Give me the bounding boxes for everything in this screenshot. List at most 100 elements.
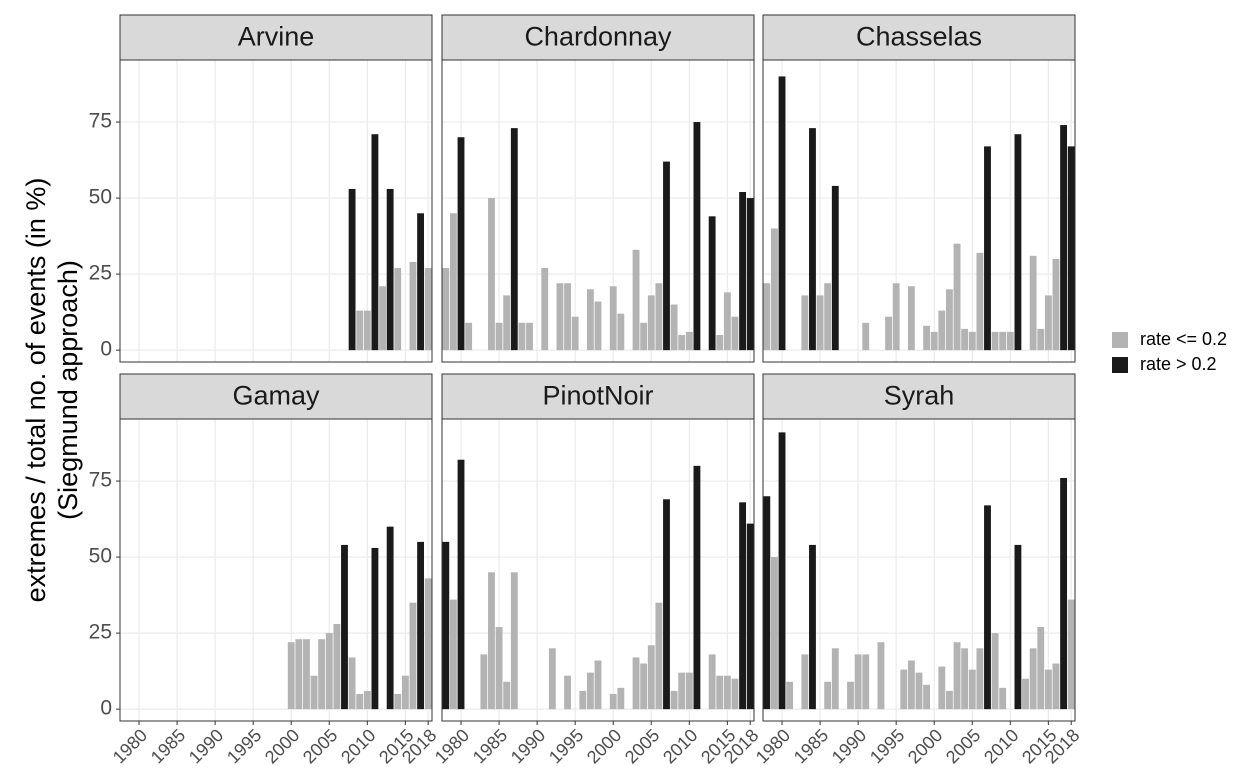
bar (379, 286, 386, 351)
bar (1067, 599, 1075, 710)
bar (632, 657, 640, 710)
bar (556, 283, 564, 351)
bar (495, 627, 503, 710)
bar (763, 496, 771, 710)
bar (746, 198, 754, 351)
bar (647, 645, 655, 710)
x-tick-label: 1985 (790, 725, 832, 767)
bar (678, 672, 686, 710)
bar (303, 639, 310, 710)
bar (401, 675, 409, 710)
bar (409, 261, 417, 351)
bar (386, 188, 394, 351)
facet-title: Syrah (884, 381, 955, 411)
bar (325, 633, 333, 710)
bar (356, 310, 364, 351)
bar (854, 654, 862, 710)
x-tick-label: 1995 (223, 725, 265, 767)
bar (685, 672, 693, 710)
bar (693, 122, 701, 351)
bar (708, 654, 716, 710)
bar (1037, 627, 1045, 710)
bar (938, 666, 946, 710)
bar (923, 325, 931, 351)
bar (333, 623, 341, 710)
strip-box (762, 14, 1076, 61)
bar (778, 432, 786, 710)
bar (685, 331, 693, 351)
bar (594, 301, 602, 351)
x-tick-label: 1980 (752, 725, 794, 767)
bar (953, 243, 961, 351)
bar (786, 681, 794, 710)
bar (770, 228, 778, 351)
panel-border (762, 418, 1076, 722)
bar (1014, 134, 1022, 351)
strip: PinotNoir (441, 373, 755, 420)
bar (708, 216, 716, 351)
bar (655, 283, 663, 351)
bar (999, 331, 1007, 351)
facet-title: Chardonnay (524, 22, 672, 52)
legend-key (1112, 357, 1128, 373)
bar (900, 669, 908, 710)
bar (348, 657, 356, 710)
bar (1044, 295, 1052, 351)
bar (915, 672, 923, 710)
strip-box (441, 14, 755, 61)
bar (663, 161, 670, 351)
x-tick-label: 1995 (545, 725, 587, 767)
bar (968, 331, 976, 351)
y-tick-label: 50 (89, 186, 112, 209)
bar (363, 690, 371, 710)
bar (678, 334, 686, 351)
bar (632, 249, 640, 351)
x-tick-label: 2010 (659, 725, 701, 767)
bar (723, 675, 731, 710)
x-tick-label: 1990 (828, 725, 870, 767)
bar (495, 322, 503, 351)
facet-title: Chasselas (856, 22, 982, 52)
strip-box (441, 373, 755, 420)
facet-title: Arvine (238, 22, 315, 52)
bar (763, 283, 771, 351)
bar (907, 286, 915, 351)
bar (655, 602, 663, 710)
bar (976, 648, 984, 710)
bar (946, 690, 953, 710)
bar (417, 213, 425, 351)
bar (961, 648, 969, 710)
bar (541, 268, 549, 351)
x-tick-label: 2000 (261, 725, 303, 767)
y-tick-label: 75 (89, 110, 112, 133)
bar (923, 684, 931, 710)
panel-border (119, 418, 433, 722)
strip-box (119, 14, 433, 61)
bar (831, 185, 839, 351)
bar (1060, 125, 1068, 351)
bar (442, 541, 450, 710)
bar (594, 660, 602, 710)
bar (991, 331, 999, 351)
bar (488, 572, 495, 710)
bar (318, 639, 326, 710)
x-tick-label: 2000 (583, 725, 625, 767)
bar (586, 289, 594, 351)
bar (480, 654, 488, 710)
strip: Chasselas (762, 14, 1076, 61)
x-tick-label: 1990 (507, 725, 549, 767)
bar (571, 316, 579, 351)
bar (801, 295, 809, 351)
bar (877, 642, 885, 710)
x-tick-label: 1985 (469, 725, 511, 767)
facet-title: Gamay (232, 381, 320, 411)
bar (801, 654, 809, 710)
bar (716, 675, 724, 710)
x-tick-label: 1980 (431, 725, 473, 767)
bar (862, 654, 870, 710)
panel-border (119, 59, 433, 363)
bar (1029, 648, 1037, 710)
x-tick-label: 2000 (904, 725, 946, 767)
bar (670, 304, 678, 351)
bar (409, 602, 417, 710)
